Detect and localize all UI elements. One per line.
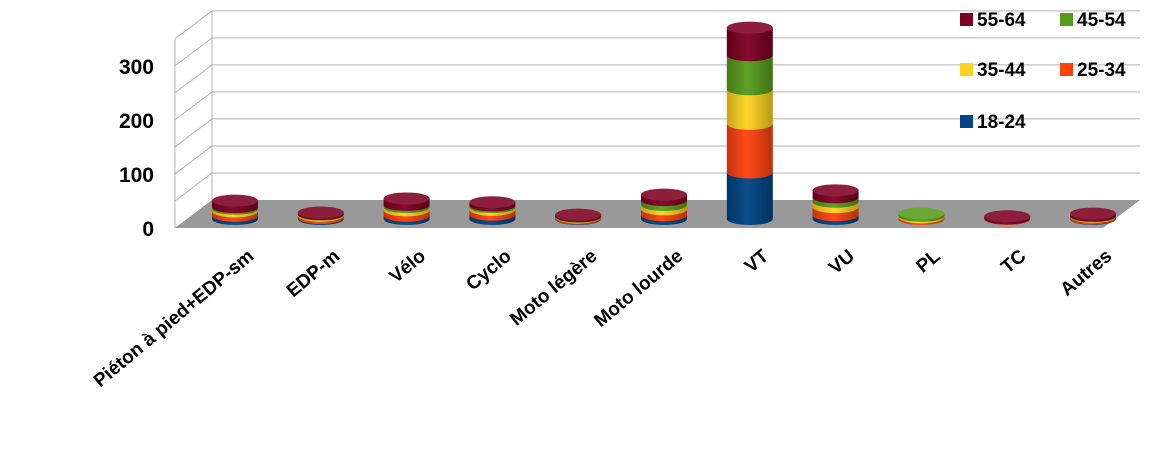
legend-swatch [960,13,973,26]
legend-item-45-54: 45-54 [1060,10,1126,31]
gridline [174,37,1140,67]
gridline [174,145,1140,175]
bar-stack-moto-lourde [641,188,687,225]
gridline [174,10,1140,40]
legend-swatch [1060,13,1073,26]
bars [212,21,1116,225]
legend: 55-64 45-54 35-44 25-34 18-24 [960,10,1126,133]
y-tick-label: 100 [119,164,154,187]
x-tick-label-cyclo: Cyclo [462,246,515,295]
bar-segment [726,172,773,225]
bar-segment [726,123,773,179]
gridline [174,118,1140,148]
bar-segment [726,27,773,62]
y-tick-label: 0 [142,218,154,241]
legend-item-25-34: 25-34 [1060,60,1126,81]
bar-stack-vt [726,21,773,225]
bar-stack-edp-m [297,206,344,225]
bar-top [641,188,687,201]
gridline [174,91,1140,121]
legend-label: 35-44 [977,60,1026,81]
legend-item-18-24: 18-24 [960,112,1026,133]
x-tick-label-moto-legere: Moto légère [506,246,601,331]
bar-stack-tc [984,210,1031,225]
bar-top [984,210,1031,223]
bar-stack-pieton-a-pied-edp-sm [212,194,258,225]
gridline [174,172,1140,202]
bar-segment [726,89,773,130]
legend-item-55-64: 55-64 [960,10,1026,31]
bar-stack-cyclo [469,196,516,225]
x-tick-label-moto-lourde: Moto lourde [590,246,687,332]
legend-item-35-44: 35-44 [960,60,1026,81]
bar-stack-velo [383,192,430,225]
legend-label: 18-24 [977,112,1026,133]
legend-swatch [960,63,973,76]
bar-top [898,207,945,220]
bar-top [469,196,516,209]
bar-stack-moto-legere [555,208,602,225]
x-tick-label-velo: Vélo [386,246,430,288]
x-tick-label-vu: VU [825,246,859,279]
bar-stack-vu [812,184,859,225]
x-tick-label-edp-m: EDP-m [283,246,344,302]
x-tick-label-pieton-a-pied-edp-sm: Piéton à pied+EDP-sm [90,246,258,392]
legend-swatch [960,115,973,128]
bar-stack-autres [1070,207,1116,225]
y-axis: 0 100 200 300 [119,56,154,241]
bar-top [726,21,773,34]
bar-top [212,194,258,207]
x-tick-label-vt: VT [741,245,773,277]
bar-stack-pl [898,207,945,225]
x-tick-label-autres: Autres [1057,246,1117,301]
legend-swatch [1060,63,1073,76]
bar-top [555,208,602,221]
legend-label: 45-54 [1077,10,1126,31]
y-tick-label: 300 [119,56,154,79]
bar-segment [726,55,773,96]
legend-label: 55-64 [977,10,1026,31]
y-tick-label: 200 [119,110,154,133]
legend-label: 25-34 [1077,60,1126,81]
x-tick-label-tc: TC [998,246,1031,279]
x-tick-label-pl: PL [913,245,945,277]
bar-top [1070,207,1116,220]
bar-top [812,184,859,197]
bar-top [383,192,430,205]
gridline [174,64,1140,94]
bar-top [297,206,344,219]
